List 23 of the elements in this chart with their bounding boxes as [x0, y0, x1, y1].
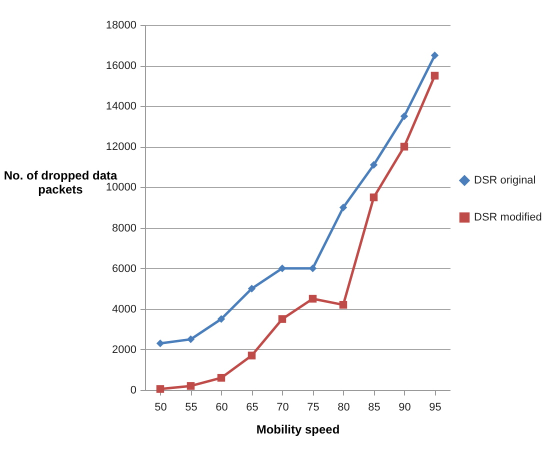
y-tick-label: 14000 [106, 100, 136, 113]
x-tick-label: 90 [398, 402, 411, 414]
x-tick-label: 65 [246, 402, 258, 414]
legend-label: DSR modified [474, 212, 542, 224]
x-tick-label: 95 [429, 402, 442, 414]
x-tick-label: 80 [338, 402, 350, 414]
legend-label: DSR original [474, 174, 536, 186]
x-tick-label: 50 [154, 402, 167, 414]
y-tick-label: 2000 [112, 344, 136, 356]
y-tick-label: 10000 [106, 182, 136, 194]
x-axis-title: Mobility speed [256, 422, 340, 436]
y-tick-label: 4000 [112, 303, 136, 316]
y-tick-label: 16000 [106, 60, 136, 72]
y-tick-label: 12000 [106, 141, 136, 154]
x-tick-label: 75 [307, 402, 320, 414]
y-tick-label: 18000 [106, 20, 136, 32]
x-tick-label: 85 [368, 402, 380, 414]
x-tick-label: 70 [276, 402, 289, 414]
x-tick-label: 60 [216, 402, 228, 414]
y-tick-label: 6000 [112, 262, 136, 275]
y-tick-label: 0 [130, 384, 136, 396]
x-tick-label: 55 [185, 402, 198, 414]
y-tick-label: 8000 [112, 222, 136, 234]
